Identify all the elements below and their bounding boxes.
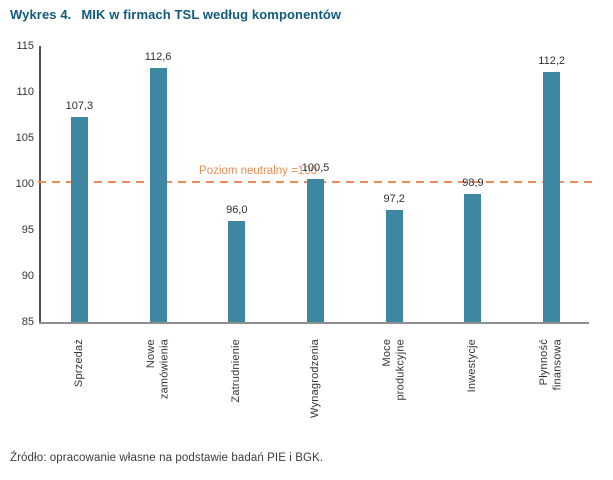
bar-value-label: 112,6 [144,51,172,64]
bar [464,194,482,322]
bar-value-label: 100,5 [301,162,330,175]
neutral-level-label: Poziom neutralny =100 [199,165,317,177]
plot-area: Poziom neutralny =100 107,3 112,6 96,0 100,… [38,46,594,324]
x-axis-label: Płynność finansowa [512,339,591,451]
x-axis-label-text: Inwestycje [466,339,479,393]
y-tick-label: 115 [16,40,34,52]
bar [70,116,88,322]
source-note: Źródło: opracowanie własne na podstawie … [10,452,324,464]
y-tick-label: 110 [16,86,34,98]
x-axis-label-text: Moce produkcyjne [380,339,407,401]
y-tick-label: 95 [21,224,34,236]
y-tick-label: 85 [21,316,34,328]
bar-value-label: 96,0 [226,203,248,216]
x-axis-label-text: Sprzedaż [72,339,85,388]
x-axis-label: Nowe zamówienia [119,339,198,451]
x-axis-labels: Sprzedaż Nowe zamówienia Zatrudnienie Wynag… [40,339,591,451]
x-axis-label: Inwestycje [434,339,513,451]
x-axis-label-text: Wynagrodzenia [308,339,321,418]
bar-value-label: 107,3 [65,99,94,112]
bar-value-label: 112,2 [538,54,565,67]
chart-title: Wykres 4. MIK w firmach TSL według kompon… [10,7,341,22]
y-tick-label: 100 [15,178,34,190]
y-axis-line [39,46,41,323]
y-tick-label: 105 [15,132,34,144]
bar-value-label: 98,9 [462,177,484,190]
x-axis-label: Moce produkcyjne [355,339,434,451]
x-axis-label-text: Płynność finansowa [538,339,564,391]
bar [543,71,561,322]
x-axis-label-text: Nowe zamówienia [144,339,171,400]
chart-number: Wykres 4. [10,7,72,22]
bar [149,68,167,322]
x-axis-label: Sprzedaż [40,339,119,451]
y-tick-label: 90 [21,270,34,282]
bar-value-label: 97,2 [383,192,405,205]
x-axis-line [39,322,589,324]
bar [307,179,324,322]
y-axis: 85 90 95 100 105 110 115 [2,40,34,328]
x-axis-label-text: Zatrudnienie [230,339,243,403]
chart-title-text: MIK w firmach TSL według komponentów [81,7,342,22]
x-axis-label: Zatrudnienie [197,339,276,451]
bar [228,220,246,322]
bar [385,209,403,322]
x-axis-label: Wynagrodzenia [276,339,355,451]
